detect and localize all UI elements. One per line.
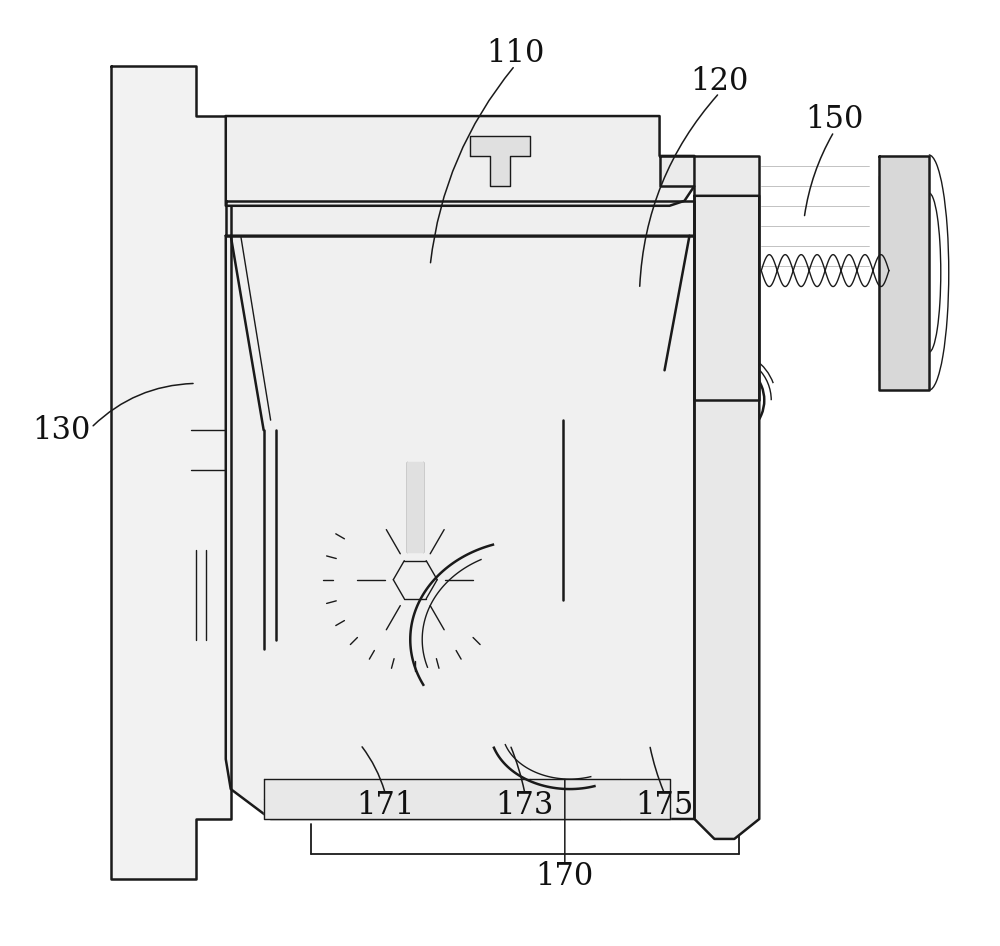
Text: 110: 110 <box>486 38 544 69</box>
Polygon shape <box>660 156 759 400</box>
Text: 175: 175 <box>635 790 694 820</box>
Polygon shape <box>264 780 670 819</box>
Text: 130: 130 <box>32 415 90 447</box>
Text: 170: 170 <box>536 861 594 892</box>
Polygon shape <box>226 201 694 236</box>
Text: 120: 120 <box>690 66 749 97</box>
Polygon shape <box>226 236 694 819</box>
Text: 150: 150 <box>805 104 863 134</box>
Polygon shape <box>470 136 530 185</box>
Text: 173: 173 <box>496 790 554 820</box>
Polygon shape <box>407 462 423 552</box>
Text: 171: 171 <box>356 790 415 820</box>
Polygon shape <box>111 66 231 879</box>
Polygon shape <box>879 156 929 391</box>
Polygon shape <box>694 196 759 839</box>
Polygon shape <box>226 116 694 206</box>
